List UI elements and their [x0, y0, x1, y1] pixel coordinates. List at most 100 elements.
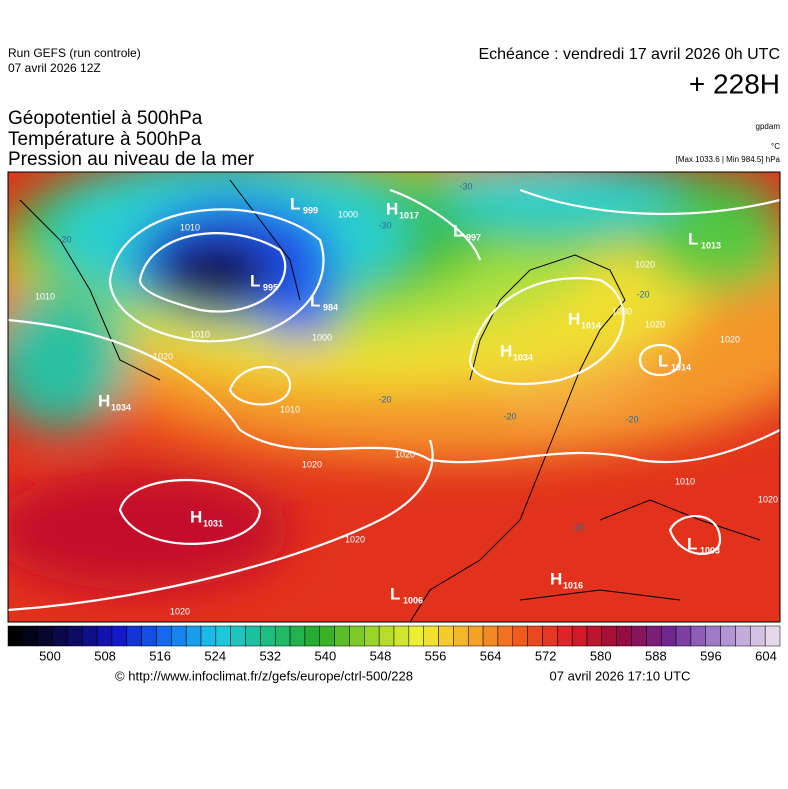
center-letter: L: [310, 291, 320, 310]
colorbar-swatch: [542, 625, 558, 647]
colorbar-swatch: [156, 625, 172, 647]
isobar-label: 1020: [170, 606, 190, 616]
center-letter: H: [568, 309, 580, 328]
colorbar-tick-label: 508: [94, 648, 116, 663]
isobar-label: 1010: [675, 476, 695, 486]
colorbar-swatch: [720, 625, 736, 647]
colorbar-swatch: [111, 625, 128, 647]
center-letter: H: [190, 507, 202, 526]
colorbar-swatch: [735, 625, 751, 647]
center-letter: H: [500, 341, 512, 360]
center-value: 999: [303, 205, 318, 215]
isobar-label: 1020: [758, 494, 778, 504]
isobar-label: 1010: [190, 329, 210, 339]
colorbar-swatch: [304, 625, 321, 647]
colorbar-swatch: [646, 625, 662, 647]
isobar-label: 1020: [395, 449, 415, 459]
colorbar-swatch: [7, 625, 24, 647]
colorbar-swatch: [557, 625, 573, 647]
colorbar-swatch: [675, 625, 692, 647]
colorbar: 500 508 516 524 532 540 548 556 564 572 580 588 596 6…: [7, 625, 781, 663]
colorbar-tick-label: 580: [590, 648, 612, 663]
isobar-label: 1020: [302, 459, 322, 469]
colorbar-swatch: [393, 625, 410, 647]
colorbar-swatch: [705, 625, 721, 647]
generated-time: 07 avril 2026 17:10 UTC: [550, 668, 691, 683]
isobar-label: 1020: [635, 259, 655, 269]
center-letter: L: [250, 271, 260, 290]
colorbar-swatch: [631, 625, 647, 647]
colorbar-swatch: [274, 625, 291, 647]
colorbar-swatch: [467, 625, 484, 647]
temperature-label: -20: [636, 289, 649, 299]
colorbar-swatch: [750, 625, 766, 647]
center-value: 1017: [399, 210, 419, 220]
center-letter: L: [290, 194, 300, 213]
center-letter: L: [390, 584, 400, 603]
title: Géopotentiel à 500hPa: [8, 108, 203, 129]
pressure-range: [Max 1033.6 | Min 984.5] hPa: [676, 155, 781, 164]
isobar-label: 1010: [35, 291, 55, 301]
map-frame: [7, 171, 781, 623]
colorbar-swatch: [96, 625, 113, 647]
forecast-time: Echéance : vendredi 17 avril 2026 0h UTC: [478, 46, 780, 63]
title: Température à 500hPa: [8, 129, 202, 150]
colorbar-swatch: [349, 625, 365, 647]
colorbar-swatch: [230, 625, 246, 647]
colorbar-swatch: [497, 625, 514, 647]
center-letter: L: [688, 229, 698, 248]
isobar-label: 1000: [312, 332, 332, 342]
colorbar-swatch: [126, 625, 142, 647]
colorbar-swatch: [171, 625, 187, 647]
title: Pression au niveau de la mer: [8, 149, 255, 170]
isobar-label: 1010: [280, 404, 300, 414]
colorbar-swatch: [200, 625, 217, 647]
colorbar-swatch: [319, 625, 335, 647]
colorbar-swatch: [423, 625, 439, 647]
isobar-label: 1020: [153, 351, 173, 361]
center-value: 984: [323, 302, 338, 312]
colorbar-swatch: [185, 625, 202, 647]
temperature-label: -20: [625, 414, 638, 424]
colorbar-swatch: [22, 625, 38, 647]
temperature-label: -20: [503, 411, 516, 421]
isobar-label: 1020: [645, 319, 665, 329]
colorbar-tick-label: 524: [204, 648, 226, 663]
center-letter: L: [658, 351, 668, 370]
center-value: 997: [466, 232, 481, 242]
colorbar-swatch: [690, 625, 707, 647]
source-url: © http://www.infoclimat.fr/z/gefs/europe…: [115, 668, 413, 683]
isobar-label: 1010: [180, 222, 200, 232]
center-letter: H: [386, 199, 398, 218]
isobar-label: 1020: [345, 534, 365, 544]
colorbar-swatch: [660, 625, 677, 647]
colorbar-swatch: [289, 625, 306, 647]
run-date: 07 avril 2026 12Z: [8, 61, 101, 75]
temperature-label: -20: [571, 522, 584, 532]
center-value: 1031: [203, 518, 223, 528]
colorbar-swatch: [571, 625, 588, 647]
colorbar-swatch: [67, 625, 83, 647]
colorbar-tick-label: 564: [480, 648, 502, 663]
colorbar-tick-label: 596: [700, 648, 722, 663]
center-letter: H: [550, 569, 562, 588]
colorbar-swatch: [616, 625, 632, 647]
colorbar-swatch: [764, 625, 781, 647]
isobar-label: 1030: [612, 306, 632, 316]
run-name: Run GEFS (run controle): [8, 46, 141, 60]
colorbar-tick-label: 516: [149, 648, 171, 663]
temperature-label: -20: [58, 234, 71, 244]
center-value: 1034: [111, 402, 131, 412]
temperature-label: -30: [459, 181, 472, 191]
colorbar-swatch: [215, 625, 231, 647]
colorbar-tick-label: 556: [425, 648, 447, 663]
center-value: 1013: [701, 240, 721, 250]
colorbar-swatch: [512, 625, 528, 647]
colorbar-swatch: [482, 625, 499, 647]
colorbar-swatch: [378, 625, 395, 647]
center-letter: H: [98, 391, 110, 410]
center-value: 1014: [581, 320, 601, 330]
colorbar-swatch: [334, 625, 350, 647]
